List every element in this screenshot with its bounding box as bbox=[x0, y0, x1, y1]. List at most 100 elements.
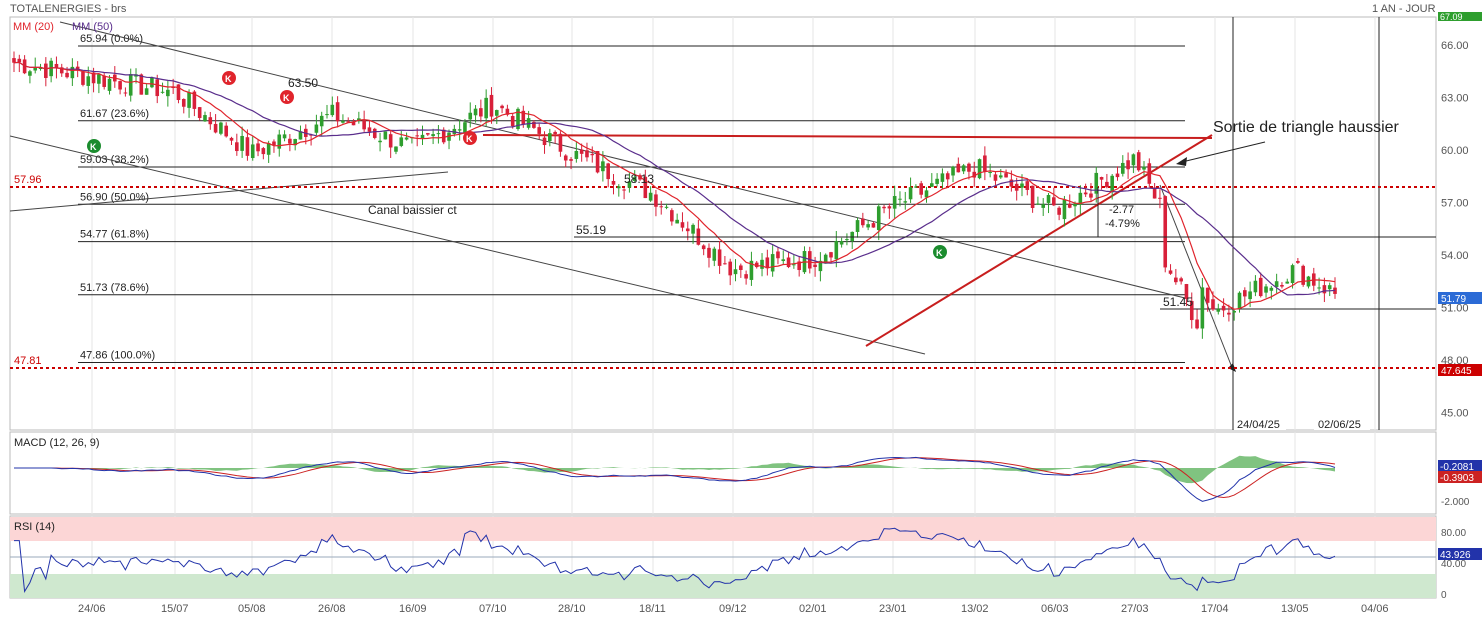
fib-label: 65.94 (0.0%) bbox=[80, 33, 143, 45]
rsi-badge-text: 43.926 bbox=[1440, 550, 1471, 561]
candle-body bbox=[940, 173, 945, 182]
candle-body bbox=[1020, 183, 1024, 188]
candle-body bbox=[500, 105, 504, 109]
candle-body bbox=[224, 125, 229, 137]
candle-body bbox=[892, 196, 897, 209]
candle-body bbox=[166, 89, 170, 97]
candle-body bbox=[1110, 175, 1114, 192]
k-marker-red-1[interactable]: K bbox=[222, 71, 236, 85]
channel-upper-line bbox=[59, 21, 1186, 299]
candle-body bbox=[176, 84, 181, 101]
candle-body bbox=[595, 151, 600, 173]
candle-body bbox=[484, 97, 488, 119]
x-axis-date: 13/02 bbox=[961, 603, 989, 615]
candle-body bbox=[823, 254, 828, 264]
candle-body bbox=[914, 186, 918, 188]
candle-body bbox=[1089, 193, 1093, 198]
candle-body bbox=[383, 131, 388, 140]
period-label: 1 AN - JOUR bbox=[1372, 3, 1436, 15]
candle-body bbox=[569, 159, 573, 161]
fib-label: 59.03 (38.2%) bbox=[80, 154, 149, 166]
rsi-title: RSI (14) bbox=[14, 521, 55, 533]
candle-body bbox=[1099, 177, 1104, 180]
candle-body bbox=[908, 187, 913, 200]
candle-body bbox=[770, 254, 775, 272]
candle-body bbox=[1189, 300, 1194, 321]
k-marker-red-3[interactable]: K bbox=[463, 131, 477, 145]
k-marker-text: K bbox=[283, 93, 290, 103]
candle-body bbox=[139, 74, 144, 95]
date-label-1: 24/04/25 bbox=[1237, 419, 1280, 431]
candle-body bbox=[521, 110, 526, 125]
candle-body bbox=[829, 252, 833, 258]
candle-body bbox=[1147, 163, 1152, 184]
candle-body bbox=[670, 210, 674, 222]
candle-body bbox=[526, 118, 531, 128]
macd-badge bbox=[1438, 460, 1482, 472]
candle-body bbox=[420, 134, 425, 138]
support-badge bbox=[1438, 364, 1482, 376]
candle-body bbox=[86, 76, 91, 86]
candle-body bbox=[1327, 285, 1332, 290]
candle-body bbox=[643, 176, 648, 199]
candle-body bbox=[309, 134, 313, 136]
candle-body bbox=[611, 180, 616, 185]
x-axis-date: 18/11 bbox=[639, 603, 666, 615]
channel-annotation: Canal baissier ct bbox=[368, 203, 457, 217]
candle-body bbox=[1073, 203, 1077, 207]
candle-body bbox=[845, 239, 849, 241]
ma20-legend: MM (20) bbox=[13, 21, 54, 33]
candle-body bbox=[717, 249, 722, 266]
candle-body bbox=[760, 259, 764, 269]
x-axis-labels: 24/06 15/07 05/08 26/08 16/09 07/10 28/10 18/11… bbox=[78, 603, 1389, 615]
x-axis-date: 24/06 bbox=[78, 603, 106, 615]
candle-body bbox=[1014, 183, 1019, 191]
macd-title: MACD (12, 26, 9) bbox=[14, 437, 100, 449]
ma20-line bbox=[13, 61, 1336, 310]
candle-body bbox=[1216, 309, 1221, 312]
candle-body bbox=[579, 149, 584, 154]
candle-body bbox=[882, 206, 886, 209]
level-63-label: 63.50 bbox=[288, 76, 318, 90]
x-axis-date: 23/01 bbox=[879, 603, 907, 615]
candle-body bbox=[1046, 194, 1051, 203]
candle-body bbox=[1083, 192, 1088, 195]
x-axis-date: 27/03 bbox=[1121, 603, 1149, 615]
candle-body bbox=[876, 206, 881, 231]
price-axis-tick: 57.00 bbox=[1441, 198, 1469, 210]
candle-body bbox=[505, 108, 510, 115]
candle-body bbox=[298, 131, 303, 140]
candle-body bbox=[898, 198, 902, 200]
candle-body bbox=[834, 240, 839, 260]
candle-body bbox=[797, 261, 801, 271]
rsi-axis-0: 0 bbox=[1441, 590, 1447, 601]
last-price-badge bbox=[1438, 292, 1482, 304]
candle-body bbox=[919, 183, 923, 195]
resistance-label: 57.96 bbox=[14, 174, 42, 186]
candle-body bbox=[44, 63, 48, 78]
candle-body bbox=[739, 265, 743, 270]
x-axis-date: 17/04 bbox=[1201, 603, 1229, 615]
price-axis-tick: 66.00 bbox=[1441, 40, 1469, 52]
candle-body bbox=[426, 133, 430, 135]
measure-abs: -2.77 bbox=[1109, 204, 1134, 216]
x-axis-date: 09/12 bbox=[719, 603, 747, 615]
candle-body bbox=[616, 186, 621, 189]
top-price-badge bbox=[1438, 12, 1482, 21]
candle-body bbox=[144, 88, 149, 95]
candle-body bbox=[372, 128, 377, 138]
x-axis-date: 06/03 bbox=[1041, 603, 1069, 615]
macd-axis-label: -2.000 bbox=[1441, 497, 1470, 508]
candle-body bbox=[1221, 305, 1226, 311]
candle-body bbox=[574, 150, 579, 159]
candle-body bbox=[1264, 286, 1268, 293]
candle-body bbox=[1115, 173, 1120, 178]
candle-body bbox=[59, 67, 64, 74]
k-marker-green-2[interactable]: K bbox=[933, 245, 947, 259]
k-marker-text: K bbox=[466, 134, 473, 144]
k-marker-green-1[interactable]: K bbox=[87, 139, 101, 153]
k-marker-red-2[interactable]: K bbox=[280, 90, 294, 104]
candle-body bbox=[81, 71, 85, 85]
candle-body bbox=[691, 224, 695, 234]
